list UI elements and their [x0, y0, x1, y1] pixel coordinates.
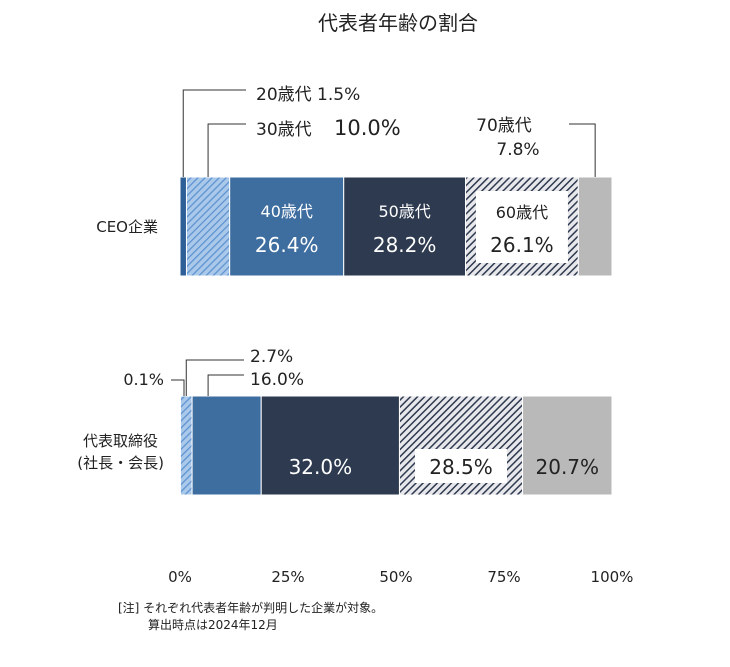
- label-box-ceo-60s: [475, 191, 568, 263]
- x-axis-ticks: 0% 25% 50% 75% 100%: [168, 568, 633, 586]
- x-tick-label-1: 25%: [271, 568, 304, 586]
- leader-ceo-30s: [207, 123, 246, 177]
- leader-rep-30s: [185, 359, 244, 396]
- bar-rep-30s: [179, 395, 193, 496]
- data-labels: 20歳代 1.5% 30歳代 10.0% 70歳代 7.8% 40歳代 26.4% 50歳代 2…: [123, 85, 599, 483]
- footnote-line-2: 算出時点は2024年12月: [148, 618, 278, 632]
- data-label-ceo-60s-value: 26.1%: [490, 233, 554, 257]
- data-label-ceo-70s-value: 7.8%: [496, 140, 539, 160]
- chart-title: 代表者年齢の割合: [318, 11, 478, 35]
- data-label-rep-70s: 20.7%: [536, 455, 600, 479]
- data-label-rep-40s: 16.0%: [250, 370, 304, 390]
- data-label-ceo-30s-age: 30歳代: [256, 120, 312, 140]
- footnote-line-1: [注] それぞれ代表者年齢が判明した企業が対象。: [118, 601, 384, 615]
- x-tick-label-0: 0%: [168, 568, 192, 586]
- data-label-ceo-30s-value: 10.0%: [334, 116, 401, 140]
- data-label-rep-30s: 2.7%: [250, 347, 293, 367]
- x-tick-label-3: 75%: [487, 568, 520, 586]
- bar-ceo-20s: [179, 176, 187, 277]
- x-tick-label-4: 100%: [591, 568, 634, 586]
- x-tick-label-2: 50%: [379, 568, 412, 586]
- data-label-ceo-60s-age: 60歳代: [496, 203, 548, 222]
- data-label-ceo-70s-age: 70歳代: [476, 116, 532, 136]
- bar-rep-70s: [522, 395, 613, 496]
- leader-ceo-20s: [182, 89, 246, 177]
- data-label-ceo-40s-value: 26.4%: [255, 233, 319, 257]
- bar-rep-40s: [191, 395, 262, 496]
- data-label-ceo-20s: 20歳代 1.5%: [256, 85, 360, 105]
- bar-ceo-50s: [343, 176, 467, 277]
- data-label-rep-60s: 28.5%: [429, 455, 493, 479]
- data-label-ceo-40s-age: 40歳代: [261, 202, 313, 221]
- bar-ceo-70s: [577, 176, 613, 277]
- data-label-ceo-50s-age: 50歳代: [378, 202, 430, 221]
- category-label-rep-line2: (社長・会長): [77, 454, 164, 472]
- bar-ceo-30s: [185, 176, 231, 277]
- leader-ceo-70s: [569, 123, 596, 177]
- leader-rep-40s: [207, 374, 244, 396]
- category-label-rep-line1: 代表取締役: [83, 432, 158, 450]
- bar-ceo-40s: [229, 176, 345, 277]
- label-box-rep-60s: [415, 449, 508, 483]
- data-label-rep-50s: 32.0%: [289, 455, 353, 479]
- leader-rep-20s: [171, 379, 185, 396]
- data-label-ceo-50s-value: 28.2%: [373, 233, 437, 257]
- bar-rep-50s: [260, 395, 400, 496]
- data-label-rep-20s: 0.1%: [123, 370, 164, 389]
- category-label-ceo: CEO企業: [96, 218, 158, 236]
- leader-lines: [171, 89, 596, 396]
